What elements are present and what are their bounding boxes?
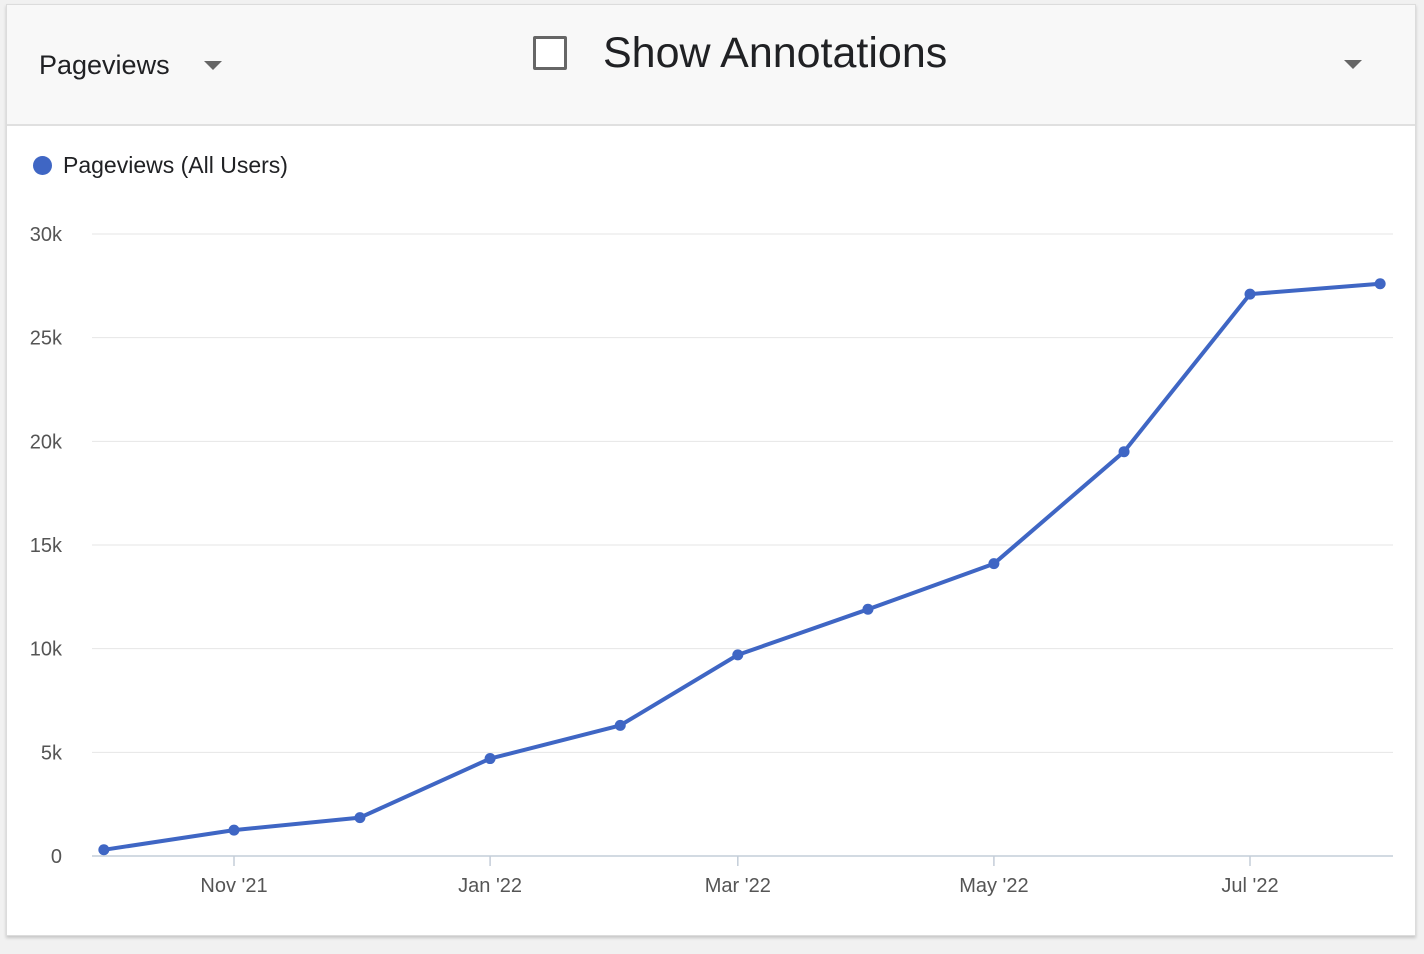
y-tick-label: 20k <box>30 431 63 453</box>
y-tick-label: 0 <box>51 846 62 868</box>
x-tick-label: May '22 <box>959 875 1028 897</box>
chart-legend: Pageviews (All Users) <box>33 152 288 179</box>
y-tick-label: 25k <box>30 328 63 350</box>
x-tick-label: Nov '21 <box>200 875 267 897</box>
legend-label: Pageviews (All Users) <box>63 152 288 178</box>
data-point <box>228 824 240 836</box>
chart-card: Pageviews Show Annotations Pageviews (Al… <box>6 4 1416 936</box>
legend-marker <box>33 156 52 175</box>
series-line <box>101 281 1383 852</box>
x-tick-label: Jul '22 <box>1221 875 1278 897</box>
y-tick-label: 10k <box>30 639 63 661</box>
y-tick-label: 15k <box>30 535 63 557</box>
chart-toolbar: Pageviews Show Annotations <box>7 5 1415 126</box>
data-point <box>988 558 1000 570</box>
data-point <box>862 603 874 615</box>
y-tick-label: 5k <box>41 742 63 764</box>
metric-dropdown[interactable]: Pageviews <box>39 45 222 85</box>
data-point <box>1244 288 1256 300</box>
data-point <box>98 844 110 856</box>
y-tick-label: 30k <box>30 224 63 246</box>
metric-dropdown-label: Pageviews <box>39 49 170 80</box>
show-annotations-toggle[interactable]: Show Annotations <box>533 27 947 79</box>
data-point <box>614 719 626 731</box>
data-point <box>354 812 366 824</box>
show-annotations-label: Show Annotations <box>603 28 948 77</box>
data-point <box>1118 446 1130 458</box>
checkbox-icon[interactable] <box>533 36 567 70</box>
options-chevron-down-icon[interactable] <box>1344 60 1362 69</box>
data-point <box>1374 278 1386 290</box>
chevron-down-icon <box>203 60 222 70</box>
x-tick-label: Mar '22 <box>705 875 771 897</box>
x-tick-label: Jan '22 <box>458 875 522 897</box>
data-point <box>484 753 496 765</box>
data-point <box>732 649 744 661</box>
